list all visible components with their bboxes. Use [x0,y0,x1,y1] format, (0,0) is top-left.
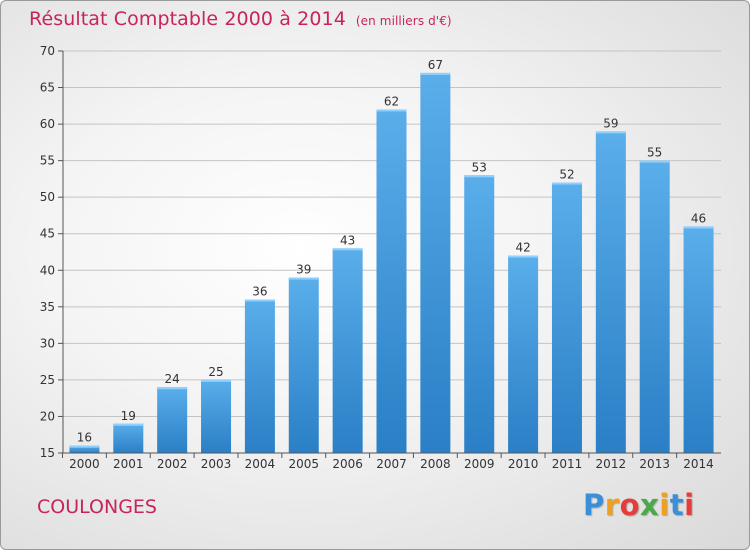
bar-top-highlight [376,109,407,112]
bar [639,160,670,454]
bar [420,72,451,453]
x-tick-label: 2012 [596,457,627,471]
y-tick-label: 20 [40,409,55,423]
logo-letter: o [619,488,641,522]
x-tick-label: 2006 [332,457,363,471]
x-tick-label: 2005 [288,457,319,471]
value-label: 42 [515,241,530,255]
bar-top-highlight [639,160,670,163]
value-label: 67 [428,58,443,72]
bar [113,423,144,453]
proxiti-logo: Proxiti [583,488,695,522]
bar-top-highlight [201,379,232,382]
x-tick-label: 2003 [201,457,232,471]
bar [201,379,232,453]
logo-letter: i [684,488,695,522]
x-tick-label: 2001 [113,457,144,471]
logo-letter: r [604,488,620,522]
logo-letter: P [583,488,605,522]
value-label: 24 [165,372,180,386]
logo-letter: i [659,488,670,522]
y-tick-label: 30 [40,336,55,350]
bar-top-highlight [683,226,714,229]
value-label: 53 [472,160,487,174]
bar [551,182,582,453]
y-tick-label: 40 [40,263,55,277]
x-tick-label: 2000 [69,457,100,471]
x-tick-label: 2004 [245,457,276,471]
value-label: 36 [252,285,267,299]
y-tick-label: 45 [40,227,55,241]
commune-name: COULONGES [37,496,157,518]
bar-top-highlight [508,255,539,258]
bar [376,109,407,454]
value-label: 59 [603,116,618,130]
y-tick-label: 70 [40,44,55,58]
bar [332,248,363,453]
title-text: Résultat Comptable 2000 à 2014 [29,8,346,30]
axes: 15 20 25 30 35 40 45 50 55 60 65 70 2000 2001 2002 2003… [40,44,721,471]
logo-letter: t [669,488,685,522]
bar [595,131,626,453]
value-label: 46 [691,211,706,225]
value-labels: 16 19 24 25 36 39 43 62 67 53 42 52 59 55 46 [77,58,706,445]
bar [244,299,275,453]
value-label: 16 [77,431,92,445]
bar-top-highlight [113,423,144,426]
chart-subtitle: (en milliers d'€) [355,14,452,28]
value-label: 19 [121,409,136,423]
y-tick-label: 35 [40,300,55,314]
bar-top-highlight [551,182,582,185]
x-tick-label: 2011 [552,457,583,471]
bar-top-highlight [244,299,275,302]
bar [288,277,319,453]
value-label: 39 [296,263,311,277]
bar-top-highlight [464,175,495,178]
value-label: 55 [647,146,662,160]
x-tick-label: 2009 [464,457,495,471]
y-tick-label: 55 [40,154,55,168]
value-label: 43 [340,233,355,247]
bar-top-highlight [288,277,319,280]
x-tick-label: 2014 [683,457,714,471]
bar-top-highlight [69,445,100,448]
value-label: 25 [208,365,223,379]
bar-top-highlight [157,387,188,390]
y-tick-label: 65 [40,81,55,95]
bar-top-highlight [332,248,363,251]
chart-title: Résultat Comptable 2000 à 2014 (en millie… [29,8,452,30]
logo-letter: x [640,488,660,522]
bar [464,175,495,453]
bar-top-highlight [595,131,626,134]
bar [508,255,539,453]
bar [69,445,100,453]
y-tick-label: 50 [40,190,55,204]
bar-top-highlight [420,72,451,75]
value-label: 62 [384,94,399,108]
bar [157,387,188,453]
y-tick-label: 15 [40,446,55,460]
x-tick-label: 2007 [376,457,407,471]
x-tick-label: 2008 [420,457,451,471]
y-tick-label: 25 [40,373,55,387]
x-tick-label: 2013 [639,457,670,471]
x-tick-label: 2002 [157,457,188,471]
bars-group [69,72,714,454]
x-tick-label: 2010 [508,457,539,471]
value-label: 52 [559,168,574,182]
y-tick-label: 60 [40,117,55,131]
bar [683,226,714,453]
